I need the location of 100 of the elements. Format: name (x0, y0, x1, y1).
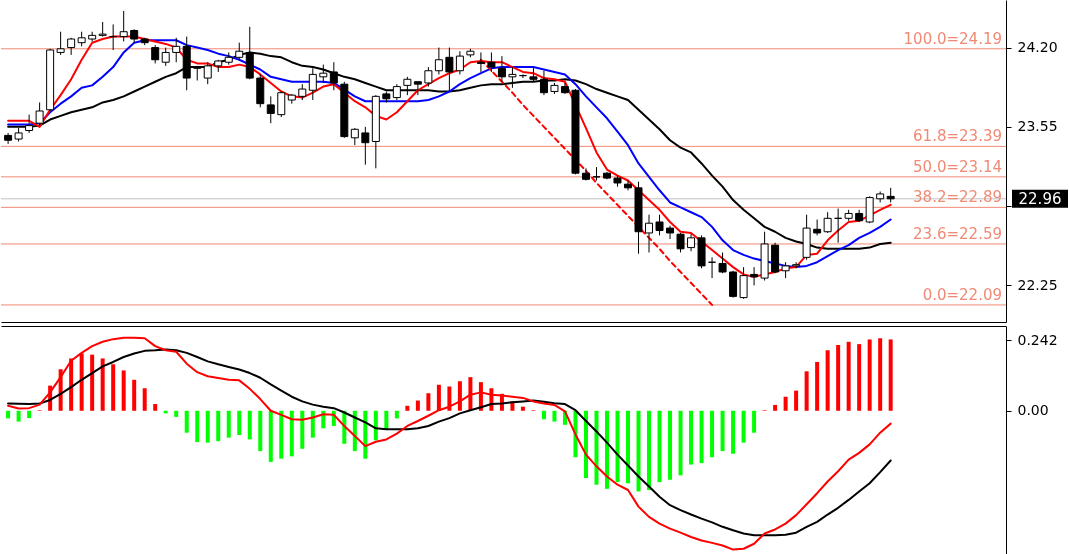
bar (468, 377, 473, 411)
bar (720, 410, 725, 452)
ref-line-label: 50.0=23.14 (913, 157, 1002, 176)
bar (794, 390, 799, 411)
bar (846, 341, 851, 411)
bar (300, 410, 305, 449)
bar (731, 410, 736, 454)
bar (363, 410, 368, 459)
bar (69, 358, 74, 411)
candlestick (823, 211, 832, 234)
bar (825, 350, 830, 411)
candlestick (676, 232, 685, 253)
bar (552, 410, 557, 422)
bar (857, 344, 862, 411)
bar (216, 410, 221, 442)
candlestick (119, 10, 128, 42)
candlestick (497, 55, 506, 83)
bar (436, 384, 441, 411)
bar (426, 393, 431, 411)
ref-line-label: 61.8=23.39 (913, 127, 1002, 146)
bar (668, 410, 673, 480)
bar (689, 410, 694, 465)
bar (100, 358, 105, 411)
y-tick-label: 24.20 (1017, 39, 1058, 56)
ref-line-label: 100.0=24.19 (903, 29, 1002, 48)
bar (783, 396, 788, 411)
bar (289, 410, 294, 457)
candlestick (739, 266, 748, 300)
candlestick (645, 214, 654, 253)
bar (647, 410, 652, 490)
bar (142, 388, 147, 411)
text: 22.96 (1018, 189, 1062, 208)
bar (878, 338, 883, 411)
bar (804, 371, 809, 411)
candlestick (792, 261, 801, 269)
bar (79, 353, 84, 411)
bar (6, 410, 11, 419)
bar (520, 406, 525, 411)
candlestick (56, 31, 65, 56)
y-tick-label: 0.00 (1017, 402, 1049, 419)
bar (195, 410, 200, 443)
bar (752, 410, 757, 433)
bar (541, 410, 546, 420)
y-tick-label: 23.55 (1017, 118, 1058, 135)
candlestick (666, 225, 675, 240)
bar (636, 410, 641, 492)
bar (394, 410, 399, 419)
ref-line-label: 0.0=22.09 (922, 285, 1002, 304)
bar (773, 404, 778, 411)
bar (111, 364, 116, 411)
bar (247, 410, 252, 440)
ref-line-label: 23.6=22.59 (913, 224, 1002, 243)
candlestick (161, 47, 170, 67)
bar (867, 339, 872, 411)
candlestick (813, 219, 822, 236)
bar (90, 354, 95, 411)
bar (710, 410, 715, 458)
candlestick (655, 214, 664, 236)
bar (226, 410, 231, 438)
bar (153, 404, 158, 411)
bar (699, 410, 704, 464)
bar (678, 410, 683, 476)
candlestick (277, 90, 286, 118)
bar (237, 410, 242, 436)
bar (457, 381, 462, 411)
bar (121, 370, 126, 411)
bar (888, 339, 893, 411)
bar (615, 410, 620, 483)
bar (415, 400, 420, 411)
bar (384, 410, 389, 430)
bar (27, 410, 32, 419)
bar (815, 361, 820, 411)
bar (310, 410, 315, 438)
bar (268, 410, 273, 462)
bar (205, 410, 210, 443)
candlestick (413, 81, 422, 96)
candlestick (329, 61, 338, 91)
candlestick (750, 266, 759, 286)
candlestick (487, 51, 496, 73)
candlestick (455, 50, 464, 75)
bar (279, 410, 284, 459)
bar (626, 410, 631, 484)
bar (174, 410, 179, 417)
candlestick (539, 70, 548, 96)
candlestick (581, 167, 590, 182)
bar (405, 405, 410, 411)
candlestick (308, 67, 317, 101)
candlestick (203, 61, 212, 85)
bar (16, 410, 21, 422)
bar (184, 410, 189, 433)
candlestick (434, 47, 443, 75)
bar (741, 410, 746, 443)
bar (594, 410, 599, 485)
candlestick (476, 51, 485, 73)
ref-line-label: 38.2=22.89 (913, 188, 1002, 207)
candlestick (424, 66, 433, 88)
bar (258, 410, 263, 452)
y-tick-label: 22.25 (1017, 276, 1058, 293)
candlestick (592, 166, 601, 182)
candlestick (172, 37, 181, 63)
